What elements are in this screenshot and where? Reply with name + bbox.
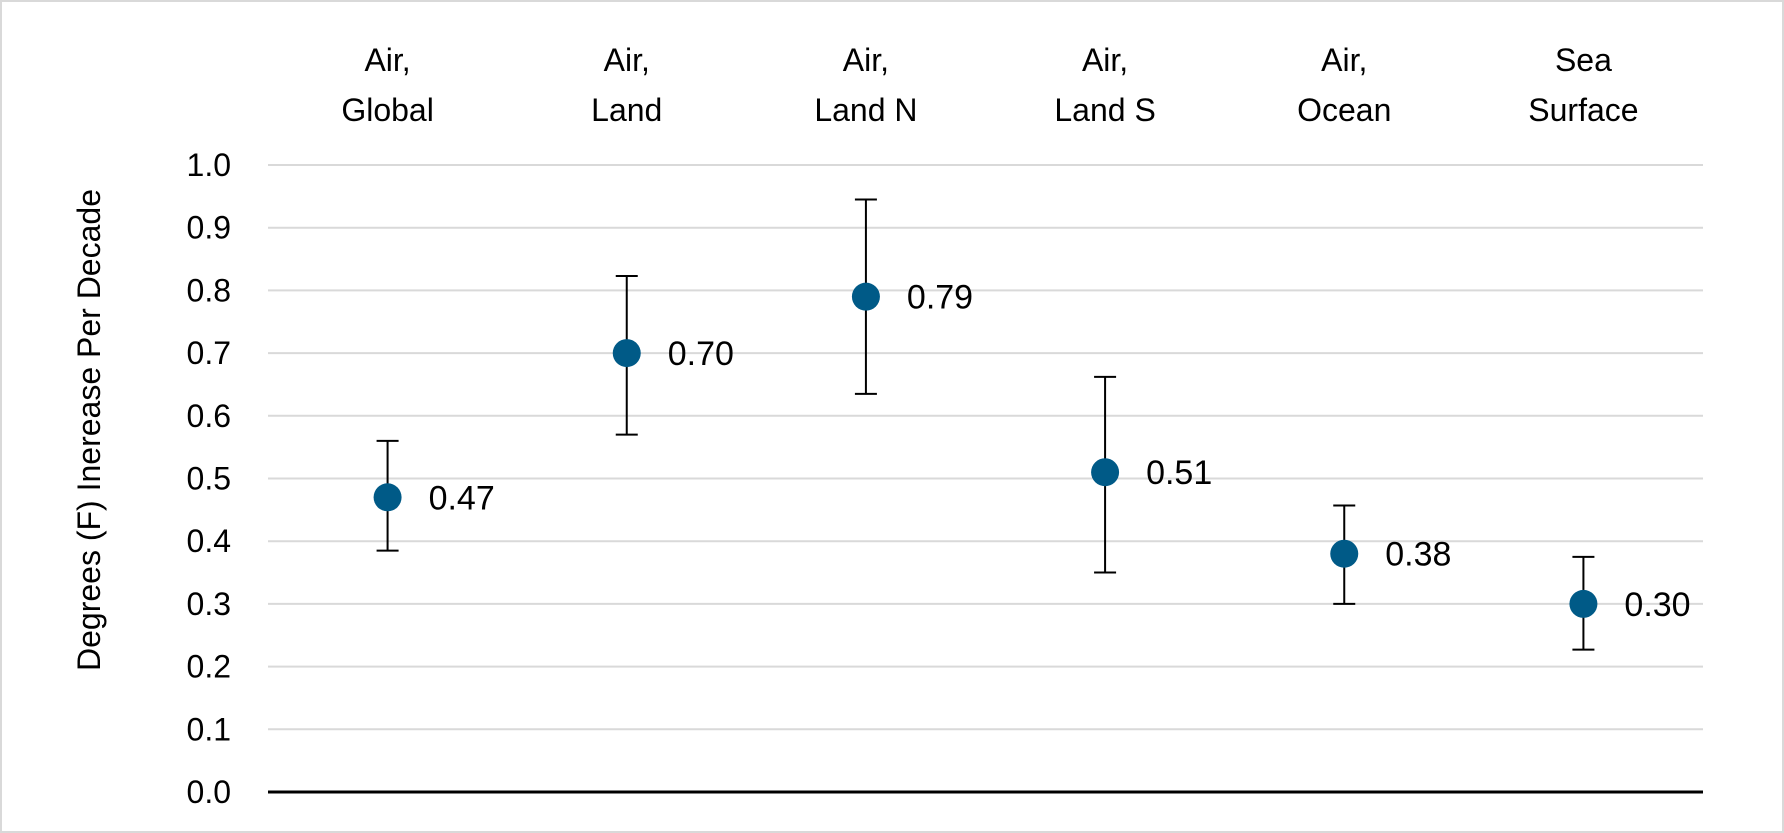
- data-point-group: 0.79: [851, 198, 973, 395]
- axes: 0.0 0.1 0.2 0.3 0.4 0.5 0.6 0.7 0.8 0.9 1.0: [187, 147, 1703, 810]
- data-point-marker: [612, 339, 641, 368]
- y-tick-label: 0.8: [187, 272, 231, 308]
- category-label: Air, Land S: [1054, 42, 1155, 128]
- y-tick-label: 1.0: [187, 147, 231, 183]
- data-label: 0.79: [907, 279, 973, 317]
- data-label: 0.30: [1624, 586, 1690, 624]
- y-tick-label: 0.3: [187, 586, 231, 622]
- y-tick-label: 0.9: [187, 210, 231, 246]
- data-point-group: 0.38: [1330, 504, 1451, 605]
- data-point-group: 0.47: [373, 439, 495, 552]
- y-tick-label: 0.1: [187, 711, 231, 747]
- y-tick-label: 0.5: [187, 461, 231, 497]
- y-tick-label: 0.2: [187, 649, 231, 685]
- data-point-marker: [373, 483, 402, 512]
- data-point-marker: [851, 282, 880, 311]
- data-point-marker: [1330, 539, 1359, 568]
- data-series: 0.47 0.70 0.79 0.51 0.38 0.30: [373, 198, 1691, 651]
- category-label: Air, Land: [591, 42, 662, 128]
- y-tick-label: 0.4: [187, 523, 231, 559]
- y-tick-label: 0.0: [187, 774, 231, 810]
- data-point-group: 0.30: [1569, 555, 1691, 651]
- data-point-group: 0.51: [1091, 375, 1212, 574]
- data-label: 0.47: [429, 479, 495, 517]
- category-label: Air, Global: [341, 42, 434, 128]
- category-label: Sea Surface: [1528, 42, 1638, 128]
- y-tick-label: 0.6: [187, 398, 231, 434]
- y-tick-label: 0.7: [187, 335, 231, 371]
- data-label: 0.38: [1385, 536, 1451, 574]
- category-label: Air, Ocean: [1297, 42, 1391, 128]
- gridlines: [268, 164, 1703, 731]
- category-labels: Air, Global Air, Land Air, Land N Air, Land S Ai…: [341, 42, 1638, 128]
- data-label: 0.70: [668, 335, 734, 373]
- data-point-marker: [1569, 589, 1598, 618]
- data-point-group: 0.70: [612, 274, 734, 436]
- data-point-marker: [1091, 458, 1120, 487]
- data-label: 0.51: [1146, 454, 1212, 492]
- category-label: Air, Land N: [814, 42, 917, 128]
- y-axis-title: Degrees (F) Inerease Per Decade: [71, 189, 107, 671]
